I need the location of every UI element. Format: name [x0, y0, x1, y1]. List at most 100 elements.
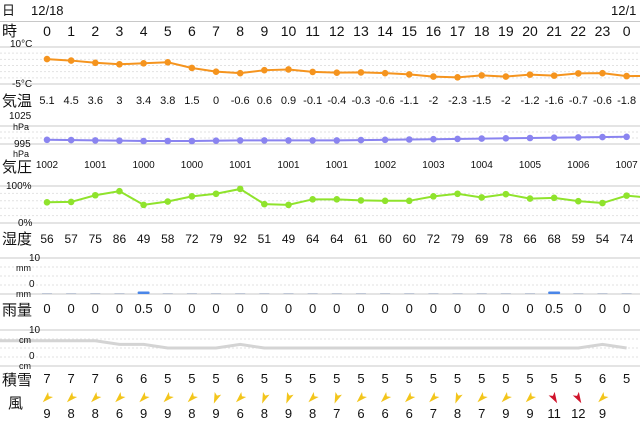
humidity-point	[550, 194, 558, 202]
pressure-value: 1000	[181, 160, 204, 171]
humidity-value: 59	[572, 232, 586, 246]
wind-speed-value: 9	[140, 406, 147, 421]
snow-value: 5	[164, 371, 171, 386]
temp-point	[140, 59, 147, 67]
temp-point	[164, 58, 172, 66]
wind-speed-value: 8	[261, 406, 268, 421]
humidity-axis-bottom: 0%	[18, 218, 33, 229]
rain-value: 0	[261, 301, 268, 316]
wind-speed-value: 9	[526, 406, 533, 421]
rain-value: 0.5	[545, 301, 563, 316]
temp-value: -0.6	[593, 95, 612, 107]
wind-speed-value: 7	[333, 406, 340, 421]
wind-label: 風	[8, 395, 23, 412]
wind-arrow-icon	[286, 392, 294, 404]
pressure-point	[357, 136, 365, 144]
temp-value: 3.6	[88, 95, 103, 107]
hour-cell: 4	[140, 23, 148, 39]
wind-speed-value: 9	[43, 406, 50, 421]
wind-arrow-icon	[66, 391, 78, 403]
pressure-axis-top-unit: hPa	[13, 122, 29, 132]
humidity-point	[478, 194, 486, 201]
temp-value: -0.4	[327, 95, 346, 107]
wind-arrow-shape	[163, 391, 174, 403]
temp-point	[43, 55, 51, 63]
hour-cell: 11	[305, 23, 320, 39]
snow-value: 5	[430, 371, 437, 386]
snow-value: 5	[623, 371, 630, 386]
temp-point	[309, 68, 316, 76]
pressure-point	[212, 137, 220, 144]
wind-arrow-shape	[405, 391, 416, 403]
temp-axis-bottom: -5°C	[12, 79, 32, 90]
wind-arrow-icon	[380, 391, 392, 403]
rain-value: 0.5	[135, 301, 153, 316]
pressure-point	[478, 135, 486, 142]
wind-speed-value: 9	[502, 406, 509, 421]
pressure-value: 1006	[567, 160, 590, 171]
wind-arrow-shape	[429, 391, 440, 403]
snow-value: 7	[68, 371, 75, 386]
humidity-value: 79	[451, 232, 465, 246]
wind-speed-value: 11	[547, 406, 561, 421]
rain-value: 0	[68, 301, 75, 316]
wind-arrow-shape	[262, 392, 270, 404]
rain-bar	[66, 293, 77, 294]
temp-value: -1.8	[617, 95, 636, 107]
pressure-point	[405, 136, 413, 143]
wind-arrow-shape	[42, 391, 54, 403]
hour-cell: 13	[353, 23, 369, 39]
rain-bar	[355, 293, 366, 294]
wind-arrow-icon	[163, 391, 174, 403]
humidity-point	[67, 198, 75, 206]
rain-value: 0	[526, 301, 533, 316]
wind-speed-value: 7	[430, 406, 437, 421]
snow-value: 5	[309, 371, 316, 386]
humidity-point	[357, 197, 365, 204]
pressure-point	[550, 134, 558, 141]
date-label-end: 12/1	[611, 3, 636, 18]
wind-speed-value: 8	[92, 406, 99, 421]
snow-axis-bottom: 0	[29, 351, 35, 362]
wind-arrow-shape	[598, 391, 609, 403]
humidity-point	[92, 191, 99, 199]
snow-value: 5	[551, 371, 558, 386]
rain-axis-top-unit: mm	[16, 263, 31, 273]
rain-bar	[380, 293, 391, 294]
pressure-value: 1005	[519, 160, 542, 171]
snow-value: 5	[333, 371, 340, 386]
wind-arrow-shape	[308, 391, 319, 403]
hour-cell: 18	[474, 23, 490, 39]
temp-point	[236, 69, 244, 77]
hour-cell: 3	[116, 23, 124, 39]
rain-value: 0	[333, 301, 340, 316]
snow-line	[0, 339, 627, 350]
temp-point	[261, 66, 268, 74]
wind-arrow-icon	[187, 391, 198, 403]
wind-arrow-icon	[525, 391, 537, 403]
temp-value: -0.6	[231, 95, 250, 107]
pressure-value: 1001	[277, 160, 300, 171]
humidity-line	[46, 187, 640, 206]
temp-value: -2	[501, 95, 511, 107]
wind-arrow-shape	[548, 391, 558, 404]
wind-arrow-shape	[356, 391, 367, 403]
snow-value: 6	[140, 371, 147, 386]
humidity-point	[309, 196, 316, 203]
wind-speed-value: 8	[188, 406, 195, 421]
humidity-value: 54	[596, 232, 610, 246]
pressure-point	[140, 137, 147, 145]
hour-cell: 17	[450, 23, 466, 39]
temp-value: -2.3	[448, 95, 467, 107]
temp-point	[285, 66, 292, 73]
wind-arrow-icon	[501, 391, 512, 403]
wind-speed-value: 6	[357, 406, 364, 421]
snow-value: 5	[188, 371, 195, 386]
temp-point	[478, 72, 486, 79]
temp-value: 4.5	[64, 95, 79, 107]
wind-arrow-icon	[405, 391, 416, 403]
snow-value: 5	[381, 371, 388, 386]
temp-value: -1.6	[545, 95, 564, 107]
snow-axis-bottom-unit: cm	[19, 361, 31, 371]
temp-value: 3	[116, 95, 122, 107]
